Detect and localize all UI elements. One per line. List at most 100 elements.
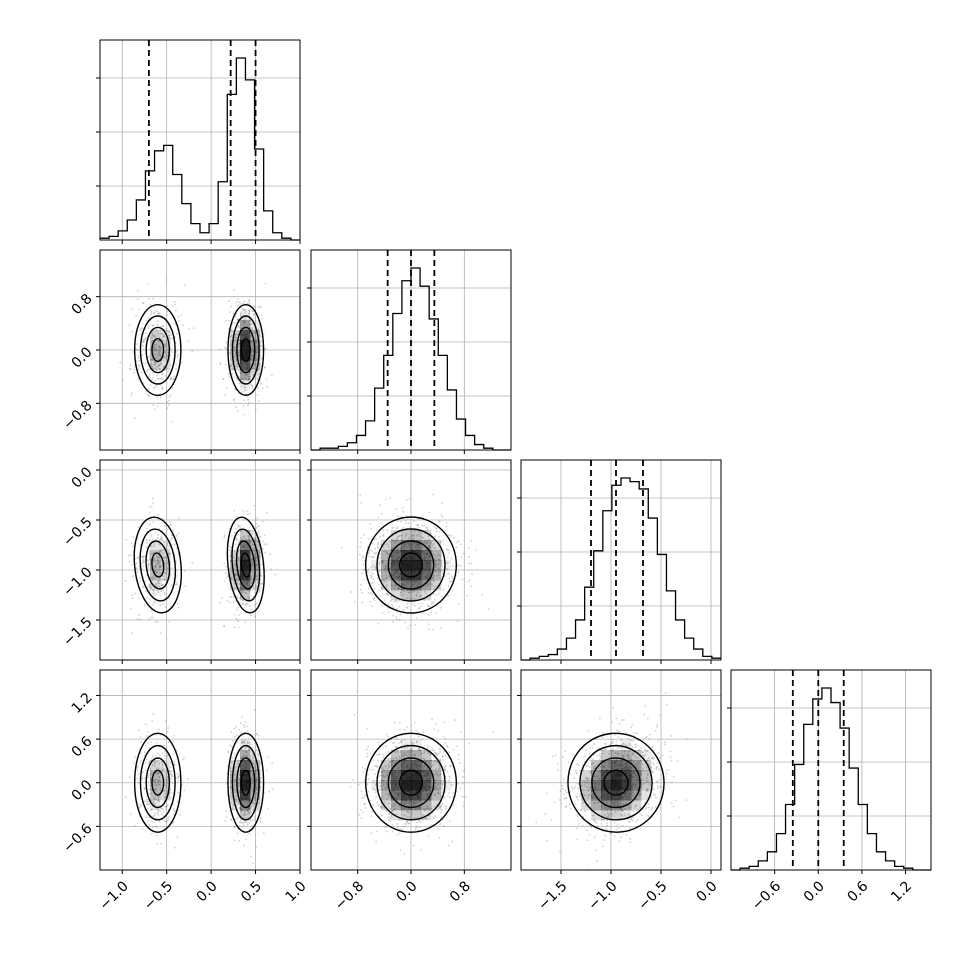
- scatter-point: [428, 605, 431, 608]
- scatter-point: [164, 605, 167, 608]
- scatter-point: [232, 601, 235, 604]
- scatter-point: [163, 334, 166, 337]
- scatter-point: [233, 839, 236, 842]
- scatter-point: [437, 520, 440, 523]
- scatter-point: [176, 355, 179, 358]
- density-bin: [240, 530, 251, 541]
- scatter-point: [263, 543, 266, 546]
- axis-ticks-2-2: [517, 497, 712, 664]
- scatter-point: [247, 320, 250, 323]
- scatter-point: [228, 300, 230, 302]
- scatter-point: [581, 824, 584, 827]
- scatter-point: [240, 372, 243, 375]
- scatter-point: [439, 606, 442, 609]
- scatter-point: [236, 832, 239, 835]
- scatter-point: [434, 753, 437, 755]
- scatter-point: [141, 771, 144, 773]
- scatter-point: [237, 375, 240, 378]
- scatter-point: [416, 523, 419, 526]
- scatter-point: [151, 592, 154, 595]
- scatter-point: [400, 520, 403, 523]
- scatter-point: [235, 608, 238, 611]
- contour: [231, 315, 260, 385]
- scatter-point: [245, 378, 248, 381]
- scatter-point: [401, 507, 404, 509]
- scatter-point: [139, 762, 142, 765]
- scatter-point: [459, 564, 462, 567]
- scatter-point: [169, 378, 172, 381]
- scatter-point: [141, 778, 143, 781]
- scatter-point: [441, 808, 443, 811]
- scatter-point: [440, 502, 443, 505]
- scatter-point: [162, 335, 165, 338]
- scatter-point: [380, 521, 383, 524]
- scatter-point: [160, 376, 163, 379]
- scatter-point: [459, 543, 462, 546]
- scatter-point: [241, 377, 244, 380]
- scatter-point: [401, 828, 404, 831]
- scatter-point: [166, 561, 169, 564]
- scatter-point: [665, 769, 668, 772]
- scatter-point: [147, 781, 150, 784]
- scatter-point: [237, 606, 240, 609]
- scatter-point: [435, 530, 438, 533]
- scatter-point: [255, 351, 258, 354]
- scatter-point: [255, 359, 258, 361]
- scatter-point: [145, 541, 148, 544]
- scatter-point: [147, 394, 150, 397]
- scatter-point: [153, 592, 156, 595]
- scatter-point: [252, 367, 254, 370]
- scatter-point: [170, 377, 173, 380]
- scatter-point: [228, 352, 231, 355]
- scatter-point: [124, 796, 127, 798]
- scatter-point: [261, 582, 264, 585]
- scatter-point: [242, 602, 245, 605]
- density-bin: [150, 550, 161, 561]
- scatter-point: [165, 808, 167, 811]
- scatter-point: [252, 331, 254, 334]
- scatter-point: [169, 394, 172, 397]
- scatter-point: [170, 796, 173, 799]
- scatter-point: [170, 770, 173, 773]
- scatter-point: [250, 359, 252, 362]
- scatter-point: [423, 524, 426, 527]
- scatter-point: [229, 744, 232, 747]
- scatter-point: [442, 588, 445, 591]
- scatter-point: [241, 391, 244, 394]
- scatter-point: [405, 499, 408, 502]
- scatter-point: [386, 594, 389, 596]
- scatter-point: [457, 571, 460, 574]
- scatter-point: [248, 832, 251, 835]
- scatter-point: [239, 527, 241, 530]
- scatter-point: [144, 337, 147, 340]
- density-bin: [250, 360, 261, 371]
- scatter-point: [141, 302, 144, 305]
- scatter-point: [165, 354, 168, 357]
- scatter-point: [150, 609, 153, 612]
- scatter-point: [151, 358, 154, 361]
- scatter-point: [444, 765, 447, 767]
- scatter-point: [146, 586, 149, 589]
- scatter-point: [183, 756, 185, 759]
- scatter-point: [175, 583, 178, 585]
- scatter-point: [145, 800, 148, 803]
- scatter-point: [398, 742, 401, 745]
- scatter-point: [174, 303, 176, 306]
- scatter-point: [166, 731, 169, 734]
- scatter-point: [154, 335, 156, 338]
- scatter-point: [270, 568, 272, 571]
- scatter-point: [375, 840, 377, 843]
- scatter-point: [417, 829, 420, 831]
- x-tick-label: −0.8: [332, 878, 367, 913]
- scatter-point: [250, 351, 253, 354]
- scatter-point: [399, 828, 402, 831]
- scatter-point: [231, 373, 234, 375]
- scatter-point: [152, 346, 155, 349]
- scatter-point: [433, 728, 436, 730]
- scatter-point: [183, 569, 186, 572]
- scatter-point: [419, 821, 422, 824]
- scatter-point: [378, 583, 380, 586]
- scatter-point: [250, 383, 253, 386]
- scatter-point: [159, 564, 162, 567]
- scatter-point: [137, 557, 139, 560]
